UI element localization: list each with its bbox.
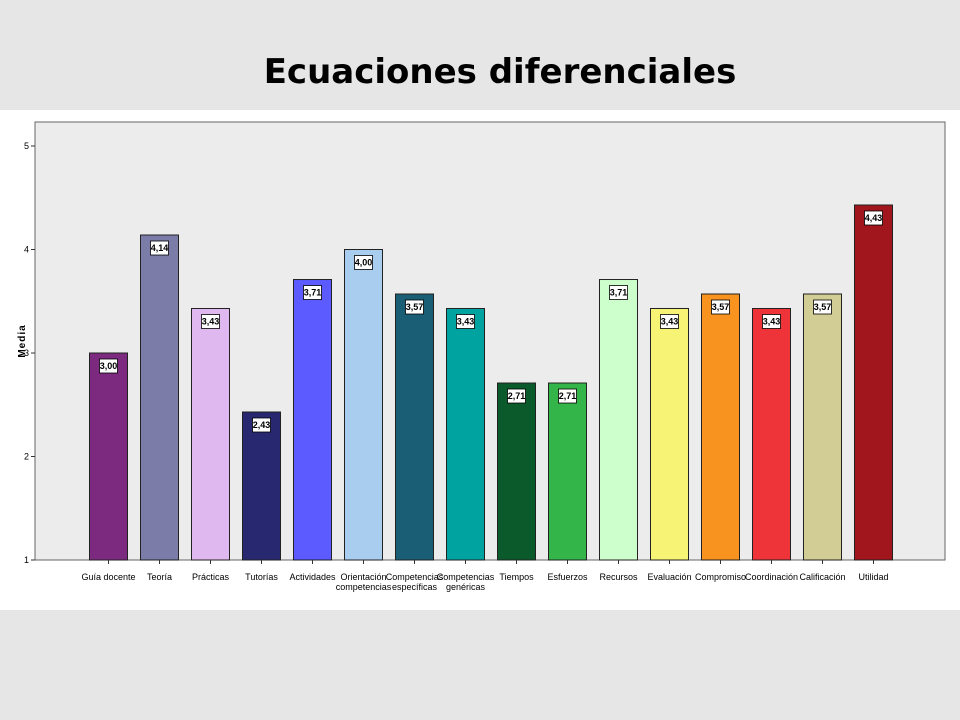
bar <box>242 411 281 561</box>
value-label-box <box>762 314 781 329</box>
category-labels: Guía docente Teoría Prácticas Tutorías Activ… <box>81 560 889 592</box>
category-label: Utilidad <box>858 572 888 582</box>
bar <box>140 234 179 561</box>
category-label: Recursos <box>599 572 638 582</box>
value-label: 3,43 <box>661 316 679 326</box>
value-label: 3,57 <box>814 302 832 312</box>
bar <box>89 352 128 561</box>
bar <box>497 382 536 561</box>
bar <box>344 249 383 561</box>
value-label-box <box>303 285 322 300</box>
category-label: Actividades <box>289 572 336 582</box>
category-label: Teoría <box>147 572 172 582</box>
slide-title: Ecuaciones diferenciales <box>263 52 737 92</box>
value-label: 3,71 <box>304 288 322 298</box>
category-label: Orientación <box>340 572 386 582</box>
category-label: Compromiso <box>695 572 746 582</box>
value-label-box <box>354 255 373 270</box>
y-axis: 1 2 3 4 5 <box>24 141 35 565</box>
bar-chart: 1 2 3 4 5 Media 3,00 4,14 3,43 2,43 3,71 4,00 3,57… <box>17 121 946 592</box>
value-label: 3,71 <box>610 288 628 298</box>
y-tick-label: 5 <box>24 141 29 151</box>
value-label: 2,71 <box>559 391 577 401</box>
category-label: específicas <box>392 582 438 592</box>
value-label-box <box>864 210 883 226</box>
value-label-box <box>711 299 730 315</box>
bar <box>599 279 638 561</box>
category-label: Guía docente <box>81 572 135 582</box>
category-label: Competencias <box>386 572 444 582</box>
value-label: 2,43 <box>253 420 271 430</box>
value-label-box <box>99 358 118 374</box>
value-label: 4,00 <box>355 258 373 268</box>
value-label: 3,43 <box>202 316 220 326</box>
y-tick-label: 3 <box>24 348 29 358</box>
value-label-box <box>201 314 220 329</box>
bar <box>803 293 842 561</box>
value-label: 3,57 <box>406 302 424 312</box>
category-label: Evaluación <box>647 572 691 582</box>
value-label: 2,71 <box>508 391 526 401</box>
value-label: 3,43 <box>457 316 475 326</box>
bar <box>446 307 485 561</box>
value-label-box <box>150 240 169 256</box>
value-label-box <box>252 417 271 433</box>
y-tick-label: 1 <box>24 555 29 565</box>
value-label-box <box>405 299 424 315</box>
bar <box>395 293 434 561</box>
bar <box>701 293 740 561</box>
category-label: Coordinación <box>745 572 798 582</box>
category-label: Prácticas <box>192 572 230 582</box>
category-label: Tiempos <box>499 572 534 582</box>
value-label-box <box>558 388 577 404</box>
bars <box>89 204 893 561</box>
value-label-box <box>507 388 526 404</box>
bar <box>854 204 893 561</box>
category-label: Calificación <box>799 572 845 582</box>
y-tick-label: 4 <box>24 245 29 255</box>
y-tick-label: 2 <box>24 452 29 462</box>
value-label-box <box>456 314 475 329</box>
category-label: genéricas <box>446 582 486 592</box>
value-label: 3,57 <box>712 302 730 312</box>
value-label: 3,00 <box>100 361 118 371</box>
value-label-box <box>813 299 832 315</box>
bar <box>752 307 791 561</box>
bar <box>293 279 332 561</box>
value-label: 4,14 <box>151 243 169 253</box>
category-label: Competencias <box>437 572 495 582</box>
category-label: competencias <box>336 582 392 592</box>
value-label-box <box>660 314 679 329</box>
category-label: Tutorías <box>245 572 278 582</box>
bar <box>650 307 689 561</box>
category-label: Esfuerzos <box>547 572 588 582</box>
chart-panel: 1 2 3 4 5 Media 3,00 4,14 3,43 2,43 3,71 4,00 3,57… <box>0 110 960 610</box>
value-label-box <box>609 285 628 300</box>
value-labels: 3,00 4,14 3,43 2,43 3,71 4,00 3,57 3,43 2,71 2,71… <box>99 210 883 433</box>
bar <box>191 307 230 561</box>
value-label: 4,43 <box>865 213 883 223</box>
y-axis-title: Media <box>17 324 28 357</box>
bar <box>548 382 587 561</box>
plot-area <box>34 121 946 561</box>
value-label: 3,43 <box>763 316 781 326</box>
